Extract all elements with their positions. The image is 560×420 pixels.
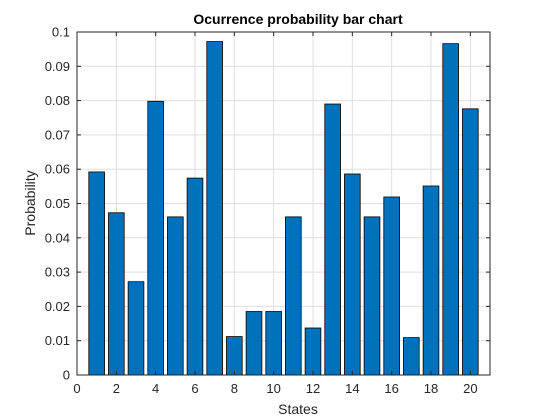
x-tick-label: 16 — [384, 381, 398, 396]
bar-state-11 — [285, 216, 302, 376]
bar-state-9 — [245, 311, 263, 376]
chart-title: Ocurrence probability bar chart — [193, 11, 403, 27]
bar-state-12 — [304, 327, 322, 376]
x-tick-label: 4 — [152, 381, 159, 396]
y-tick-label: 0.09 — [45, 59, 70, 74]
y-tick-label: 0.01 — [45, 333, 70, 348]
bar-state-5 — [167, 216, 184, 376]
bar-state-19 — [442, 43, 459, 376]
bar-state-8 — [226, 336, 243, 376]
bar-state-14 — [344, 173, 361, 376]
y-tick-label: 0.03 — [45, 265, 70, 280]
bars — [88, 41, 479, 376]
x-tick-label: 2 — [113, 381, 120, 396]
y-tick-label: 0.05 — [45, 196, 70, 211]
bar-state-7 — [206, 41, 223, 376]
x-axis-label: States — [278, 401, 318, 417]
x-tick-label: 14 — [345, 381, 359, 396]
bar-state-2 — [108, 212, 125, 376]
x-tick-label: 10 — [266, 381, 280, 396]
bar-state-4 — [147, 100, 164, 376]
bar-state-17 — [403, 337, 420, 376]
bar-state-13 — [324, 103, 341, 376]
bar-state-1 — [88, 171, 105, 376]
bar-state-15 — [363, 216, 381, 376]
y-tick-label: 0.06 — [45, 162, 70, 177]
x-tick-label: 0 — [73, 381, 80, 396]
y-tick-label: 0 — [63, 368, 70, 383]
x-tick-label: 20 — [463, 381, 477, 396]
bar-state-10 — [265, 311, 282, 376]
x-tick-label: 8 — [231, 381, 238, 396]
y-tick-label: 0.07 — [45, 127, 70, 142]
tick-labels: 0 2 4 6 8 10 12 14 16 18 20 0 0.01 0.02 0.03 0.04 0.05 0.… — [45, 25, 478, 397]
y-tick-label: 0.1 — [52, 25, 70, 40]
x-tick-label: 6 — [191, 381, 198, 396]
bar-state-16 — [383, 196, 400, 376]
bar-state-18 — [422, 185, 440, 376]
bar-state-3 — [127, 281, 145, 376]
y-tick-label: 0.04 — [45, 230, 70, 245]
x-tick-label: 12 — [306, 381, 320, 396]
bar-state-20 — [462, 108, 479, 376]
y-axis-label: Probability — [22, 170, 38, 235]
x-tick-label: 18 — [424, 381, 438, 396]
y-tick-label: 0.02 — [45, 299, 70, 314]
axes — [76, 31, 491, 376]
y-tick-label: 0.08 — [45, 93, 70, 108]
bar-state-6 — [186, 177, 204, 376]
